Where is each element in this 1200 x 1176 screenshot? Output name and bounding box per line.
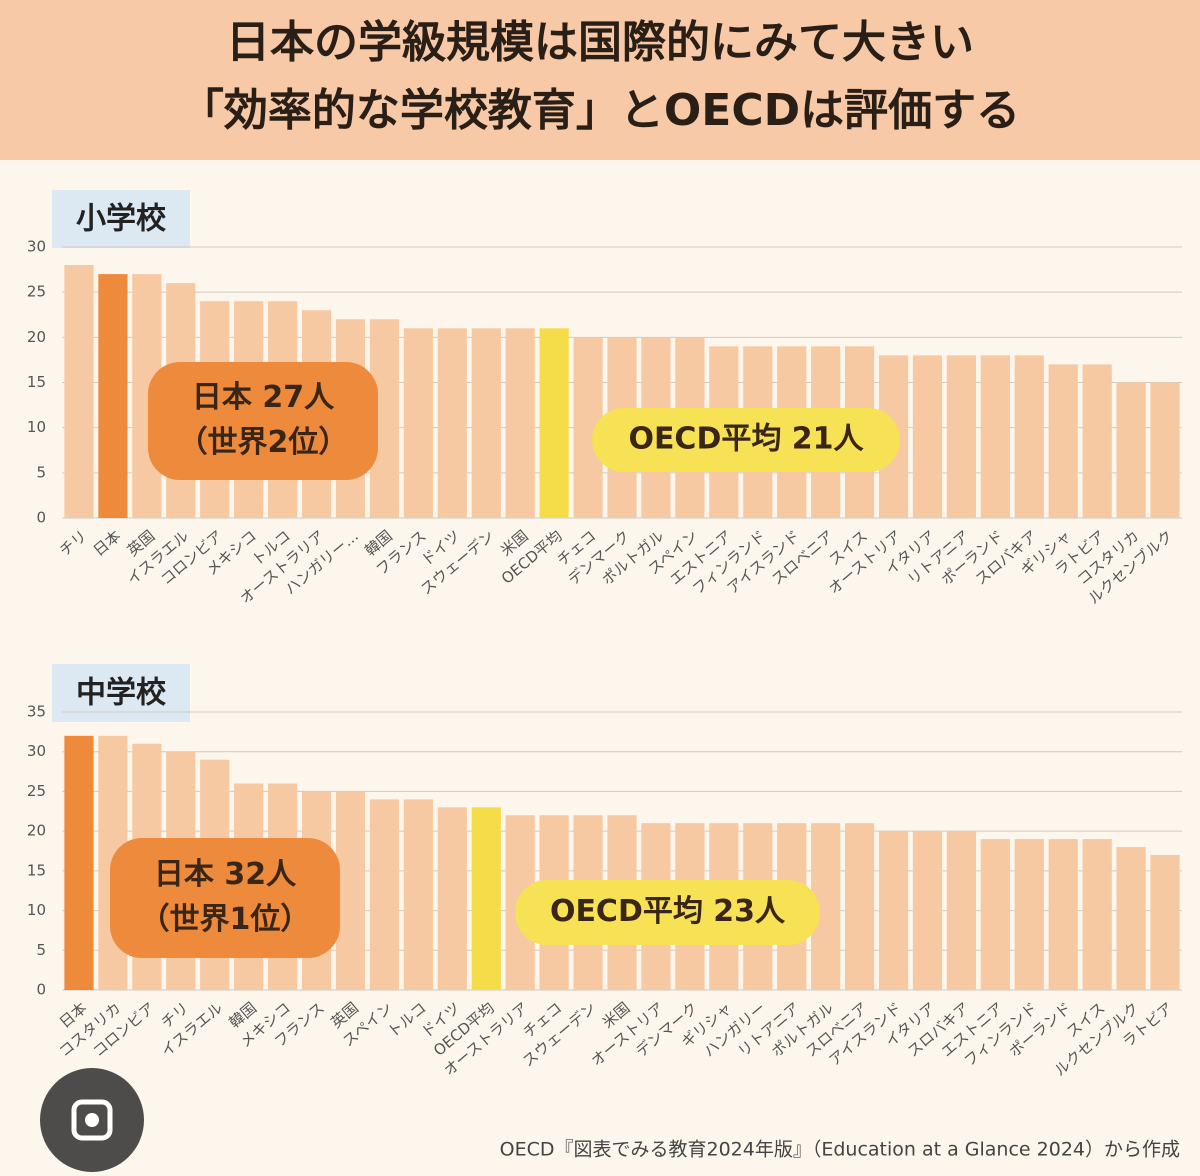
y-tick-label: 25 xyxy=(27,283,46,301)
header-band xyxy=(0,0,1200,160)
y-tick-label: 35 xyxy=(27,703,46,721)
bar xyxy=(64,735,94,990)
y-tick-label: 15 xyxy=(27,861,46,879)
y-tick-label: 25 xyxy=(27,782,46,800)
bar xyxy=(980,355,1010,518)
bar xyxy=(471,328,501,518)
bar xyxy=(1082,364,1112,518)
bar xyxy=(369,799,400,990)
y-tick-label: 30 xyxy=(27,742,46,760)
bar xyxy=(471,807,501,990)
bar xyxy=(1048,839,1078,990)
y-tick-label: 10 xyxy=(27,418,46,436)
bar xyxy=(1150,382,1180,518)
bar xyxy=(335,791,366,990)
annotation-text: （世界1位） xyxy=(140,902,311,937)
annotation-text: （世界2位） xyxy=(178,425,349,460)
bar xyxy=(1048,364,1078,518)
source: OECD『図表でみる教育2024年版』（Education at a Glanc… xyxy=(500,1139,1180,1161)
annotation-text: 日本 27人 xyxy=(192,380,335,415)
bar xyxy=(1116,382,1146,518)
y-tick-label: 0 xyxy=(36,981,46,999)
bar xyxy=(403,328,433,518)
y-tick-label: 20 xyxy=(27,822,46,840)
bar xyxy=(912,355,943,518)
y-tick-label: 0 xyxy=(36,509,46,527)
y-tick-label: 30 xyxy=(27,238,46,256)
bar xyxy=(437,807,467,990)
y-tick-label: 5 xyxy=(36,941,46,959)
annotation-text: OECD平均 21人 xyxy=(628,422,864,457)
annotation-bubble xyxy=(110,838,340,958)
panel-label-bg xyxy=(52,190,190,248)
annotation-bubble xyxy=(592,408,900,472)
bar xyxy=(1014,355,1044,518)
bar xyxy=(98,274,128,518)
bar xyxy=(1116,847,1146,990)
panel-label: 小学校 xyxy=(76,202,166,237)
bar xyxy=(505,328,535,518)
annotation-bubble xyxy=(148,362,378,480)
bar xyxy=(946,355,976,518)
title-line: 「効率的な学校教育」とOECDは評価する xyxy=(180,85,1020,136)
bar xyxy=(539,328,569,518)
bar xyxy=(878,831,909,990)
y-tick-label: 20 xyxy=(27,328,46,346)
bar xyxy=(1014,839,1044,990)
y-tick-label: 15 xyxy=(27,373,46,391)
annotation-bubble xyxy=(515,880,820,945)
panel-label: 中学校 xyxy=(76,676,166,711)
title-line: 日本の学級規模は国際的にみて大きい xyxy=(226,17,974,68)
lens-icon-dot xyxy=(85,1113,99,1127)
lens-icon-frame xyxy=(71,1099,113,1141)
bar xyxy=(946,831,976,990)
annotation-text: 日本 32人 xyxy=(154,857,297,892)
bar xyxy=(912,831,943,990)
bar xyxy=(980,839,1010,990)
lens-icon[interactable] xyxy=(40,1068,144,1172)
bar xyxy=(437,328,467,518)
bar xyxy=(844,823,875,990)
annotation-text: OECD平均 23人 xyxy=(550,894,786,929)
y-tick-label: 10 xyxy=(27,901,46,919)
bar xyxy=(1082,839,1112,990)
bar xyxy=(1150,854,1180,990)
bar xyxy=(403,799,433,990)
y-tick-label: 5 xyxy=(36,463,46,481)
bar xyxy=(64,265,94,518)
